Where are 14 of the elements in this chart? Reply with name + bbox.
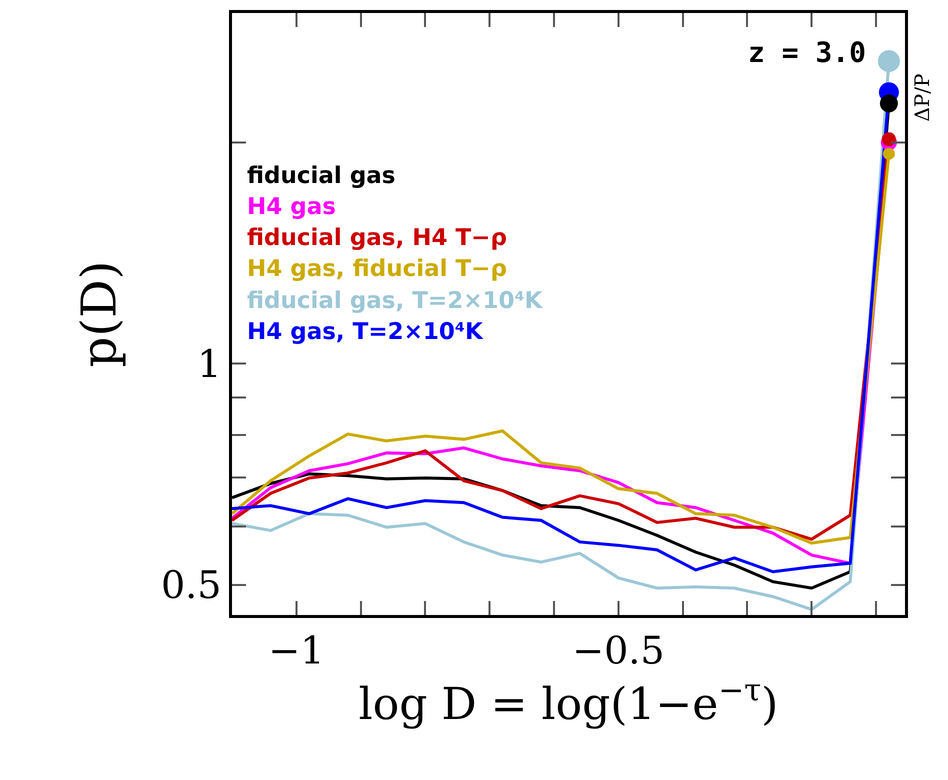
text: fiducial gas, T=2×10⁴K xyxy=(247,288,544,314)
text: H4 gas, fiducial T−ρ xyxy=(247,256,507,282)
x-axis-title: log D = log(1−e$^{−τ}$) xyxy=(358,672,778,730)
annotation: z = 3.0 xyxy=(748,36,866,69)
text: H4 gas xyxy=(247,194,336,220)
y-axis-title: p(D) xyxy=(72,260,128,368)
text: ΔP/P xyxy=(910,74,934,122)
x-tick-label: −0.5 xyxy=(572,628,665,673)
x-tick-label: −1 xyxy=(268,628,324,673)
y-tick-label: 1 xyxy=(197,342,222,386)
text: fiducial gas xyxy=(247,163,396,189)
text: H4 gas, T=2×10⁴K xyxy=(247,319,484,345)
text: fiducial gas, H4 T−ρ xyxy=(247,225,507,251)
y-tick-label: 0.5 xyxy=(160,563,222,608)
